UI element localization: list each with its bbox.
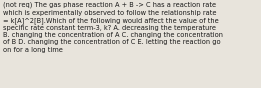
Text: (not req) The gas phase reaction A + B -> C has a reaction rate
which is experim: (not req) The gas phase reaction A + B -…	[3, 2, 223, 53]
